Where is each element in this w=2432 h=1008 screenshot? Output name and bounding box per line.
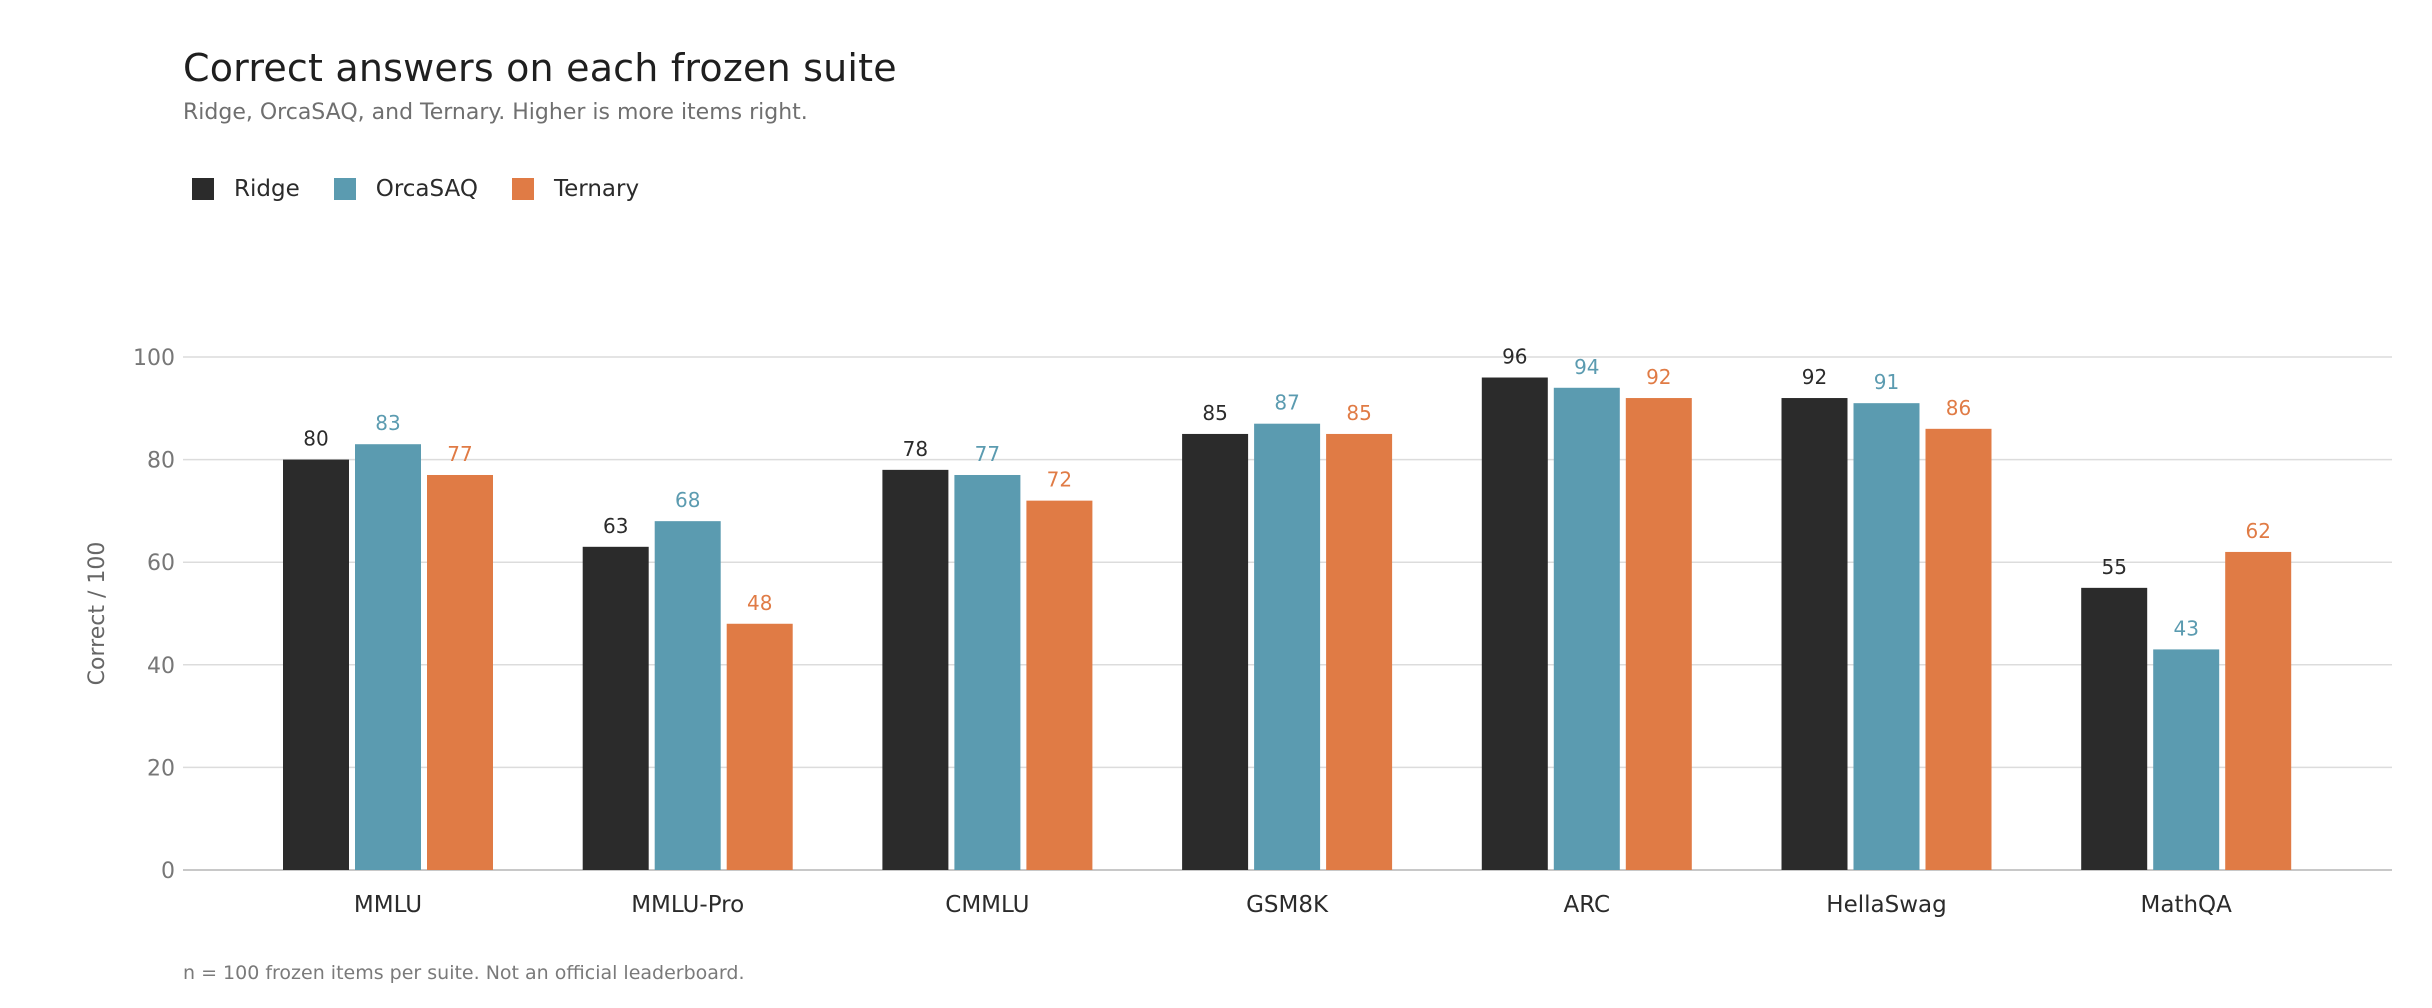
bar-ternary-mmlu	[427, 474, 493, 870]
data-label: 77	[975, 442, 1000, 466]
data-label: 92	[1802, 365, 1827, 389]
chart-footnote: n = 100 frozen items per suite. Not an o…	[183, 962, 745, 984]
x-tick-label: ARC	[1563, 892, 1610, 918]
bar-orcasaq-hellaswag	[1853, 403, 1920, 870]
data-label: 62	[2245, 519, 2270, 543]
chart-legend: Ridge OrcaSAQ Ternary	[192, 176, 673, 202]
y-tick-label: 80	[147, 449, 175, 474]
data-label: 43	[2173, 616, 2198, 640]
y-axis-label: Correct / 100	[85, 542, 110, 686]
y-tick-label: 40	[147, 654, 175, 679]
data-label: 86	[1946, 396, 1971, 420]
bar-ternary-mathqa	[2225, 551, 2292, 870]
data-label: 55	[2101, 555, 2126, 579]
legend-label: OrcaSAQ	[375, 176, 478, 202]
bar-ternary-gsm8k	[1326, 433, 1393, 870]
x-tick-label: MMLU	[354, 892, 422, 918]
data-label: 78	[903, 437, 928, 461]
bar-ridge-mmlu	[283, 459, 349, 870]
bar-orcasaq-mmlu-pro	[654, 521, 721, 870]
y-tick-label: 60	[147, 551, 175, 576]
bar-orcasaq-mathqa	[2153, 649, 2220, 870]
data-label: 77	[447, 442, 472, 466]
data-label: 68	[675, 488, 700, 512]
bar-ternary-mmlu-pro	[726, 623, 793, 870]
legend-swatch	[192, 178, 214, 200]
x-tick-label: MMLU-Pro	[631, 892, 744, 918]
chart-title: Correct answers on each frozen suite	[183, 46, 897, 90]
bar-ridge-mathqa	[2081, 587, 2148, 870]
x-tick-label: CMMLU	[945, 892, 1029, 918]
data-label: 85	[1346, 401, 1371, 425]
data-label: 72	[1047, 468, 1072, 492]
bar-orcasaq-gsm8k	[1254, 423, 1321, 870]
bar-ternary-cmmlu	[1026, 500, 1093, 870]
data-label: 48	[747, 591, 772, 615]
data-label: 83	[375, 411, 400, 435]
bar-ridge-arc	[1481, 377, 1548, 870]
y-tick-label: 0	[161, 859, 175, 884]
legend-swatch	[333, 178, 356, 200]
legend-swatch	[512, 178, 534, 200]
bar-orcasaq-arc	[1553, 387, 1620, 870]
x-tick-label: GSM8K	[1246, 892, 1329, 918]
legend-item-orcasaq: OrcaSAQ	[333, 176, 478, 202]
legend-label: Ternary	[554, 176, 640, 202]
bar-ternary-arc	[1625, 398, 1692, 870]
data-label: 92	[1646, 365, 1671, 389]
bar-orcasaq-mmlu	[355, 444, 421, 870]
legend-item-ridge: Ridge	[192, 176, 300, 202]
y-tick-label: 100	[133, 346, 175, 371]
x-tick-label: HellaSwag	[1826, 892, 1946, 918]
chart-subtitle: Ridge, OrcaSAQ, and Ternary. Higher is m…	[183, 100, 808, 125]
legend-item-ternary: Ternary	[512, 176, 639, 202]
legend-label: Ridge	[234, 176, 300, 202]
bar-ridge-cmmlu	[882, 469, 949, 870]
data-label: 63	[603, 514, 628, 538]
data-label: 91	[1874, 370, 1899, 394]
x-tick-label: MathQA	[2141, 892, 2233, 918]
bar-ridge-gsm8k	[1182, 433, 1249, 870]
data-label: 87	[1274, 391, 1299, 415]
data-label: 96	[1502, 345, 1527, 369]
data-label: 85	[1202, 401, 1227, 425]
data-label: 94	[1574, 355, 1599, 379]
bar-orcasaq-cmmlu	[954, 474, 1021, 870]
data-label: 80	[303, 427, 328, 451]
y-tick-label: 20	[147, 756, 175, 781]
bar-ternary-hellaswag	[1925, 428, 1992, 870]
bar-ridge-mmlu-pro	[582, 546, 649, 870]
bar-ridge-hellaswag	[1781, 398, 1848, 870]
